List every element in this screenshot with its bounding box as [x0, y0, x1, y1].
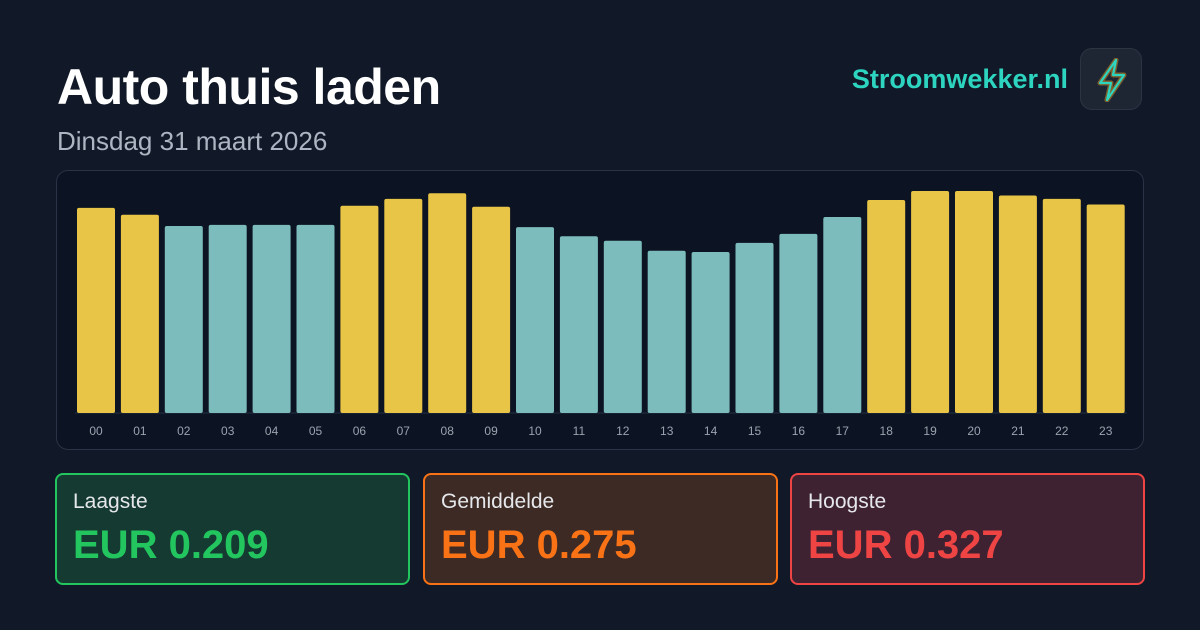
stat-card-average: Gemiddelde EUR 0.275: [423, 473, 778, 585]
tick-label-20: 20: [967, 424, 981, 438]
bar-hour-06: [340, 205, 379, 413]
tick-label-12: 12: [616, 424, 630, 438]
bar-hour-02: [164, 226, 203, 413]
stat-card-lowest: Laagste EUR 0.209: [55, 473, 410, 585]
tick-label-18: 18: [880, 424, 894, 438]
bar-hour-05: [296, 224, 335, 413]
bar-hour-19: [911, 191, 950, 413]
bar-hour-13: [647, 250, 686, 413]
bar-hour-21: [998, 195, 1037, 413]
tick-label-03: 03: [221, 424, 235, 438]
bar-hour-10: [516, 227, 554, 413]
tick-label-02: 02: [177, 424, 191, 438]
bar-hour-00: [77, 207, 115, 413]
stat-lowest-label: Laagste: [73, 490, 148, 513]
tick-label-11: 11: [573, 424, 586, 438]
page-title: Auto thuis laden: [57, 59, 441, 115]
bar-hour-08: [428, 193, 467, 413]
tick-label-07: 07: [397, 424, 411, 438]
bar-hour-01: [120, 214, 159, 413]
tick-label-00: 00: [89, 424, 103, 438]
tick-label-21: 21: [1011, 424, 1025, 438]
bar-hour-15: [735, 242, 774, 413]
tick-label-15: 15: [748, 424, 762, 438]
price-chart: 00 01 02 03 04 05 06 07 08 09 10 11 12 13 14 15 16 17 18 19…: [56, 170, 1144, 450]
tick-label-16: 16: [792, 424, 806, 438]
tick-label-17: 17: [836, 424, 850, 438]
tick-label-06: 06: [353, 424, 367, 438]
price-chart-svg: 00 01 02 03 04 05 06 07 08 09 10 11 12 13 14 15 16 17 18 19…: [75, 191, 1127, 438]
brand-logo[interactable]: [1080, 48, 1142, 110]
tick-label-09: 09: [484, 424, 498, 438]
bar-hour-09: [472, 206, 511, 413]
bar-hour-14: [691, 252, 730, 413]
tick-label-19: 19: [923, 424, 937, 438]
tick-label-13: 13: [660, 424, 674, 438]
tick-label-04: 04: [265, 424, 279, 438]
page-subtitle: Dinsdag 31 maart 2026: [57, 126, 328, 156]
bar-hour-22: [1042, 198, 1081, 413]
stat-lowest-value: EUR 0.209: [73, 523, 269, 567]
bar-hour-04: [252, 224, 291, 413]
lightning-bolt-icon: [1097, 58, 1127, 102]
tick-label-23: 23: [1099, 424, 1113, 438]
bar-hour-16: [779, 233, 818, 413]
bar-hour-23: [1086, 204, 1125, 413]
stat-average-value: EUR 0.275: [441, 523, 637, 567]
tick-label-08: 08: [441, 424, 455, 438]
brand-name[interactable]: Stroomwekker.nl: [851, 64, 1068, 94]
stat-highest-label: Hoogste: [808, 490, 887, 513]
bar-hour-07: [384, 198, 423, 413]
stat-average-label: Gemiddelde: [441, 490, 555, 513]
bar-hour-11: [559, 236, 598, 413]
stat-card-highest: Hoogste EUR 0.327: [790, 473, 1145, 585]
tick-label-14: 14: [704, 424, 718, 438]
tick-label-01: 01: [133, 424, 147, 438]
bar-hour-17: [823, 217, 862, 413]
bar-hour-18: [867, 200, 906, 413]
tick-label-22: 22: [1055, 424, 1069, 438]
stat-highest-value: EUR 0.327: [808, 523, 1004, 567]
bar-hour-20: [955, 191, 993, 413]
tick-label-05: 05: [309, 424, 323, 438]
bar-hour-12: [603, 240, 642, 413]
bar-hour-03: [208, 224, 247, 413]
tick-label-10: 10: [528, 424, 542, 438]
